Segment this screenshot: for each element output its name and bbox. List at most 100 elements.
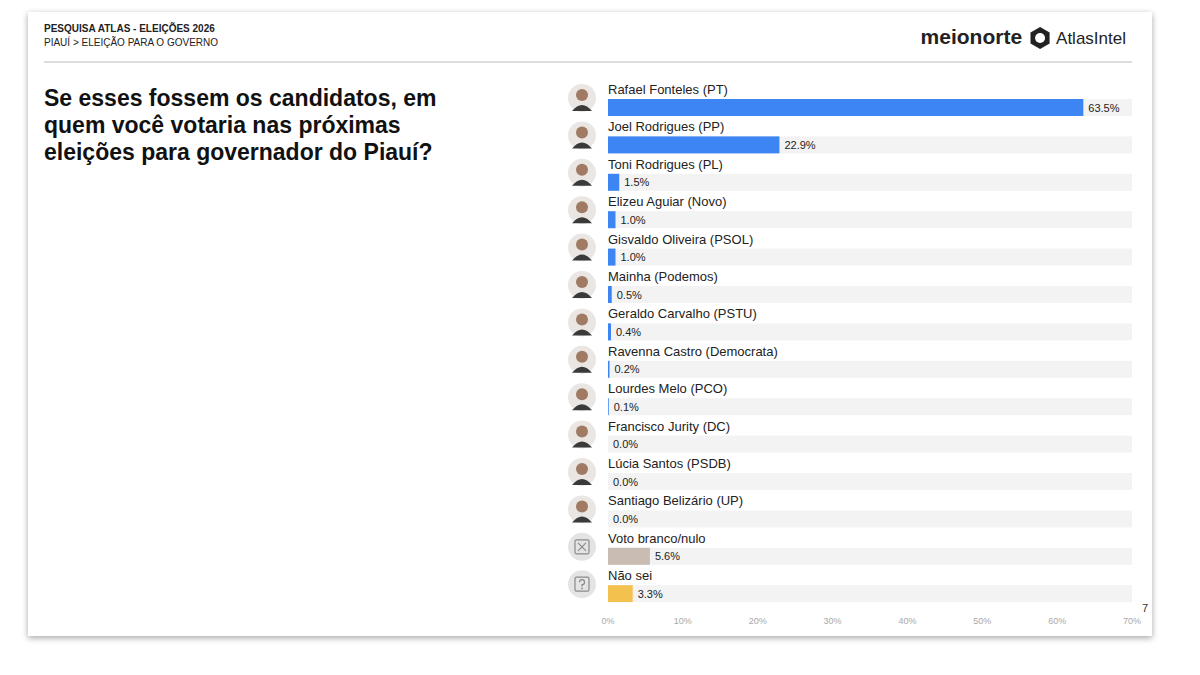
- data-label: 0.1%: [614, 401, 639, 413]
- bar-track: [608, 323, 1132, 340]
- avatar-bg: [568, 234, 596, 262]
- bar-track: [608, 249, 1132, 266]
- data-label: 5.6%: [655, 550, 680, 562]
- avatar-head: [576, 500, 588, 512]
- avatar-bg: [568, 121, 596, 149]
- bar: [608, 398, 609, 415]
- bar-track: [608, 211, 1132, 228]
- avatar-head: [576, 89, 588, 101]
- bar-track: [608, 136, 1132, 153]
- bar-track: [608, 510, 1132, 527]
- tracks: [608, 99, 1132, 602]
- avatar-head: [576, 388, 588, 400]
- avatar-head: [576, 164, 588, 176]
- category-label: Lourdes Melo (PCO): [608, 381, 727, 396]
- category-label: Rafael Fonteles (PT): [608, 82, 728, 97]
- category-label: Toni Rodrigues (PL): [608, 157, 723, 172]
- bar-track: [608, 548, 1132, 565]
- avatar-bg: [568, 458, 596, 486]
- bar-track: [608, 361, 1132, 378]
- category-label: Ravenna Castro (Democrata): [608, 344, 778, 359]
- labels: Rafael Fonteles (PT) 63.5% Joel Rodrigues …: [568, 82, 1120, 600]
- bar: [608, 323, 611, 340]
- data-label: 0.0%: [613, 476, 638, 488]
- bar-track: [608, 436, 1132, 453]
- bar: [608, 136, 779, 153]
- avatar-body: [572, 105, 592, 111]
- avatar-head: [576, 313, 588, 325]
- bar: [608, 249, 615, 266]
- header-rule: [44, 62, 1132, 63]
- avatar-head: [576, 126, 588, 138]
- bar: [608, 361, 609, 378]
- bar: [608, 548, 650, 565]
- icon-box: [575, 577, 589, 591]
- category-label: Lúcia Santos (PSDB): [608, 456, 731, 471]
- avatar-bg: [568, 346, 596, 374]
- avatar-bg: [568, 271, 596, 299]
- bar-track: [608, 473, 1132, 490]
- bar-track: [608, 286, 1132, 303]
- header-breadcrumb: PIAUÍ > ELEIÇÃO PARA O GOVERNO: [44, 36, 218, 48]
- avatar-bg: [568, 159, 596, 187]
- bar: [608, 510, 609, 527]
- category-label: Gisvaldo Oliveira (PSOL): [608, 232, 753, 247]
- avatar-body: [572, 442, 592, 448]
- x-tick-label: 20%: [749, 616, 767, 626]
- avatar-body: [572, 329, 592, 335]
- avatar-body: [572, 180, 592, 186]
- avatar-bg: [568, 495, 596, 523]
- bar: [608, 211, 615, 228]
- x-tick-label: 60%: [1048, 616, 1066, 626]
- category-label: Mainha (Podemos): [608, 269, 718, 284]
- avatar-head: [576, 463, 588, 475]
- avatar-bg: [568, 84, 596, 112]
- bar: [608, 99, 1083, 116]
- avatar-body: [572, 292, 592, 298]
- x-tick-label: 50%: [973, 616, 991, 626]
- bar-track: [608, 174, 1132, 191]
- data-label: 3.3%: [638, 588, 663, 600]
- avatar-body: [572, 142, 592, 148]
- card: [28, 12, 1152, 636]
- avatar-head: [576, 201, 588, 213]
- chart-title: Se esses fossem os candidatos, emquem vo…: [44, 85, 436, 165]
- category-label: Elizeu Aguiar (Novo): [608, 194, 727, 209]
- bar: [608, 436, 609, 453]
- avatar-body: [572, 217, 592, 223]
- category-label: Não sei: [608, 568, 652, 583]
- avatar-body: [572, 479, 592, 485]
- data-label: 0.0%: [613, 513, 638, 525]
- category-label: Joel Rodrigues (PP): [608, 119, 724, 134]
- data-label: 0.5%: [617, 289, 642, 301]
- data-label: 0.2%: [614, 363, 639, 375]
- avatar-bg: [568, 308, 596, 336]
- x-tick-label: 70%: [1123, 616, 1141, 626]
- logo-atlas-icon: [1035, 33, 1045, 43]
- category-label: Voto branco/nulo: [608, 531, 706, 546]
- x-tick-label: 0%: [601, 616, 614, 626]
- avatar-head: [576, 426, 588, 438]
- avatar-body: [572, 404, 592, 410]
- bars: [608, 99, 1083, 602]
- logo-meionorte: meionorte: [921, 25, 1023, 48]
- data-label: 63.5%: [1088, 102, 1119, 114]
- data-label: 0.4%: [616, 326, 641, 338]
- page-number: 7: [1142, 602, 1148, 614]
- logo-atlas-icon: [1031, 27, 1050, 49]
- avatar-body: [572, 516, 592, 522]
- data-label: 1.0%: [620, 214, 645, 226]
- avatar-head: [576, 276, 588, 288]
- avatar-bg: [568, 421, 596, 449]
- category-label: Geraldo Carvalho (PSTU): [608, 306, 757, 321]
- icon-bg: [568, 570, 596, 598]
- avatar-body: [572, 367, 592, 373]
- category-label: Santiago Belizário (UP): [608, 493, 743, 508]
- bar: [608, 286, 612, 303]
- x-tick-label: 30%: [824, 616, 842, 626]
- header-source: PESQUISA ATLAS - ELEIÇÕES 2026: [44, 22, 215, 34]
- bar: [608, 585, 633, 602]
- icon-bg: [568, 533, 596, 561]
- title-line: eleições para governador do Piauí?: [44, 139, 433, 165]
- bar-track: [608, 585, 1132, 602]
